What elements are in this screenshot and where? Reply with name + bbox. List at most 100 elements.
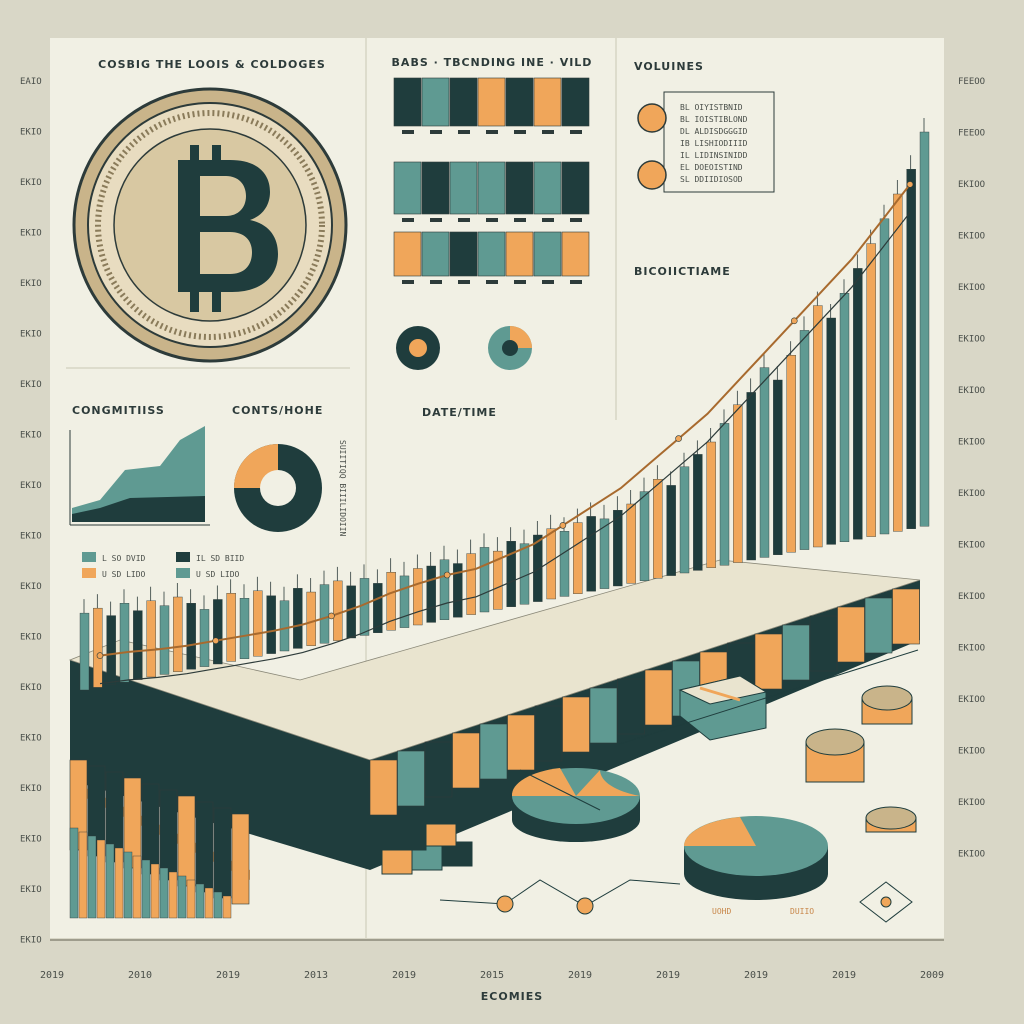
mini-bar [477, 77, 506, 127]
candle-body [506, 541, 516, 608]
y-tick-label-right: EKIOO [958, 592, 985, 602]
y-tick-label-right: EKIOO [958, 747, 985, 757]
candle-body [719, 423, 730, 566]
mini-bar [533, 77, 562, 127]
x-tick-label: 2010 [128, 970, 152, 981]
bottom-bar [213, 891, 223, 919]
legend-swatch [176, 568, 190, 578]
bottom-bar [204, 887, 214, 919]
y-tick-label-left: EKIO [20, 532, 42, 542]
bottom-caption: ECOMIES [481, 990, 543, 1003]
candle-body [746, 392, 756, 561]
base-block [589, 687, 618, 744]
y-tick-label-left: EKIO [20, 835, 42, 845]
x-tick-label: 2019 [216, 970, 240, 981]
datetime-title: DATE/TIME [422, 406, 497, 419]
base-block [231, 813, 250, 905]
compositions-area-chart [69, 426, 210, 526]
y-tick-label-left: EAIO [20, 77, 42, 87]
legend-label: U SD LIDO [196, 570, 240, 579]
trend-dot [559, 522, 567, 529]
y-tick-label-left: EKIO [20, 279, 42, 289]
mini-bar [477, 161, 506, 215]
legend-label: IL SD BIID [196, 554, 244, 563]
trend-dot [328, 612, 335, 620]
candle-body [346, 585, 356, 639]
candle-body [666, 485, 676, 576]
x-axis-ticks: 2019 2010 2019 2013 2019 2015 2019 2019 2019 2019… [40, 970, 944, 981]
y-tick-label-right: EKIOO [958, 283, 985, 293]
base-block [864, 597, 893, 654]
y-tick-label-right: EKIOO [958, 232, 985, 242]
y-tick-label-right: EKIOO [958, 541, 985, 551]
mini-bar [393, 77, 422, 127]
candle-body [706, 441, 716, 569]
y-tick-label-right: EKIOO [958, 386, 985, 396]
base-block [782, 624, 810, 681]
mini-bar-strips [393, 77, 590, 284]
candle-body [279, 600, 290, 652]
mini-bar-label [458, 130, 470, 134]
candle-body [613, 510, 623, 587]
flow-arrows [439, 649, 919, 907]
mini-bar-label [402, 280, 414, 284]
mini-bar-label [514, 218, 526, 222]
volumes-list: BL OIYISTBNID BL IOISTIBLOND DL ALDISDGGGI… [680, 103, 748, 184]
bitcoin-side-title: BICOIICTIAME [634, 265, 731, 278]
candle-body [839, 293, 850, 543]
y-tick-label-right: FEEOO [958, 77, 985, 87]
mini-bar [421, 77, 450, 127]
candle-body [306, 591, 316, 646]
bottom-bar [150, 863, 160, 919]
flow-dot [576, 897, 594, 915]
mini-bar [393, 231, 422, 277]
legend-label: L SO DVID [102, 554, 146, 563]
y-axis-right: FEEOO FEEOO EKIOO EKIOO EKIOO EKIOO EKIOO EKIOO… [958, 77, 985, 860]
candle-body [133, 610, 143, 680]
base-block [617, 678, 645, 735]
composition-legend: L SO DVID U SD LIDO IL SD BIID U SD LIDO [82, 552, 244, 579]
candle-body [319, 584, 330, 644]
base-block [809, 615, 838, 672]
mini-bar-label [458, 218, 470, 222]
mini-bar [505, 231, 534, 277]
base-block [87, 765, 106, 857]
base-block [837, 606, 865, 663]
y-tick-label-left: EKIO [20, 178, 42, 188]
candle-body [759, 367, 770, 558]
mini-bar [533, 231, 562, 277]
candle-body [906, 168, 916, 530]
mini-bar [449, 231, 478, 277]
mini-bar [449, 161, 478, 215]
bottom-bar [222, 895, 232, 919]
mini-bar-label [486, 218, 498, 222]
candle-body [266, 595, 276, 654]
legend-swatch [82, 552, 96, 562]
mini-bar [421, 161, 450, 215]
candle-body [333, 580, 343, 641]
candle-body [813, 305, 823, 548]
y-tick-label-left: EKIO [20, 431, 42, 441]
x-tick-label: 2009 [920, 970, 944, 981]
donut-small-left [396, 326, 440, 370]
compositions-left-title: CONGMITIISS [72, 404, 165, 417]
candle-body [466, 553, 476, 615]
mini-bar [561, 161, 590, 215]
candle-body [373, 583, 383, 633]
mini-bar-label [514, 280, 526, 284]
candle-body [159, 605, 170, 675]
volume-list-item: DL ALDISDGGGID [680, 127, 748, 136]
candle-body [533, 534, 543, 602]
mini-bar-label [486, 280, 498, 284]
trend-line [99, 183, 911, 657]
donut-small-right [488, 326, 532, 370]
base-block [754, 633, 783, 690]
mini-bar [505, 161, 534, 215]
candle-body [293, 588, 303, 649]
candle-body [853, 268, 863, 540]
candle-body [866, 243, 876, 537]
bottom-bar [114, 847, 124, 919]
volume-coin-icon [637, 103, 667, 133]
compositions-donut [234, 444, 322, 532]
